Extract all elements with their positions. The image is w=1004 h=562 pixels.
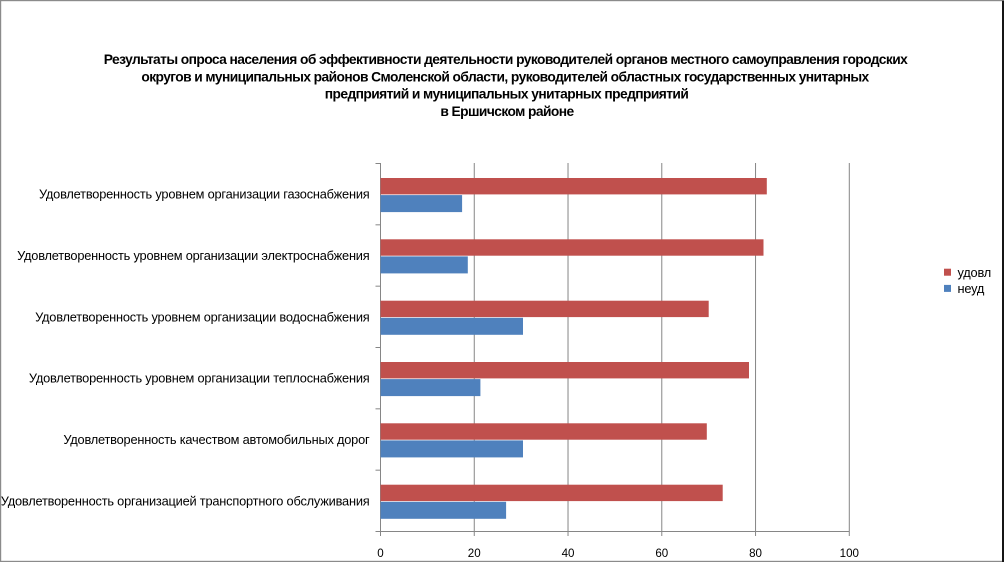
- svg-text:Удовлетворенность уровнем орга: Удовлетворенность уровнем организации те…: [29, 371, 370, 386]
- svg-text:округов и муниципальных районо: округов и муниципальных районов Смоленск…: [141, 69, 869, 84]
- svg-text:20: 20: [468, 547, 481, 560]
- svg-text:Удовлетворенность уровнем орга: Удовлетворенность уровнем организации га…: [39, 187, 370, 202]
- svg-text:Удовлетворенность уровнем орга: Удовлетворенность уровнем организации во…: [35, 309, 370, 324]
- svg-text:предприятий и муниципальных ун: предприятий и муниципальных унитарных пр…: [325, 87, 689, 102]
- svg-text:100: 100: [840, 547, 859, 560]
- svg-text:в Ершичском районе: в Ершичском районе: [440, 104, 574, 119]
- svg-text:Удовлетворенность уровнем орга: Удовлетворенность уровнем организации эл…: [17, 248, 370, 263]
- svg-text:Удовлетворенность организацией: Удовлетворенность организацией транспорт…: [1, 493, 370, 508]
- svg-text:40: 40: [562, 547, 575, 560]
- svg-text:Удовлетворенность качеством ав: Удовлетворенность качеством автомобильны…: [63, 432, 370, 447]
- svg-text:удовл: удовл: [958, 265, 992, 280]
- svg-text:80: 80: [749, 547, 762, 560]
- svg-text:неуд: неуд: [958, 281, 985, 296]
- svg-text:60: 60: [655, 547, 668, 560]
- svg-text:Результаты опроса населения об: Результаты опроса населения об эффективн…: [104, 52, 908, 67]
- svg-text:0: 0: [377, 547, 383, 560]
